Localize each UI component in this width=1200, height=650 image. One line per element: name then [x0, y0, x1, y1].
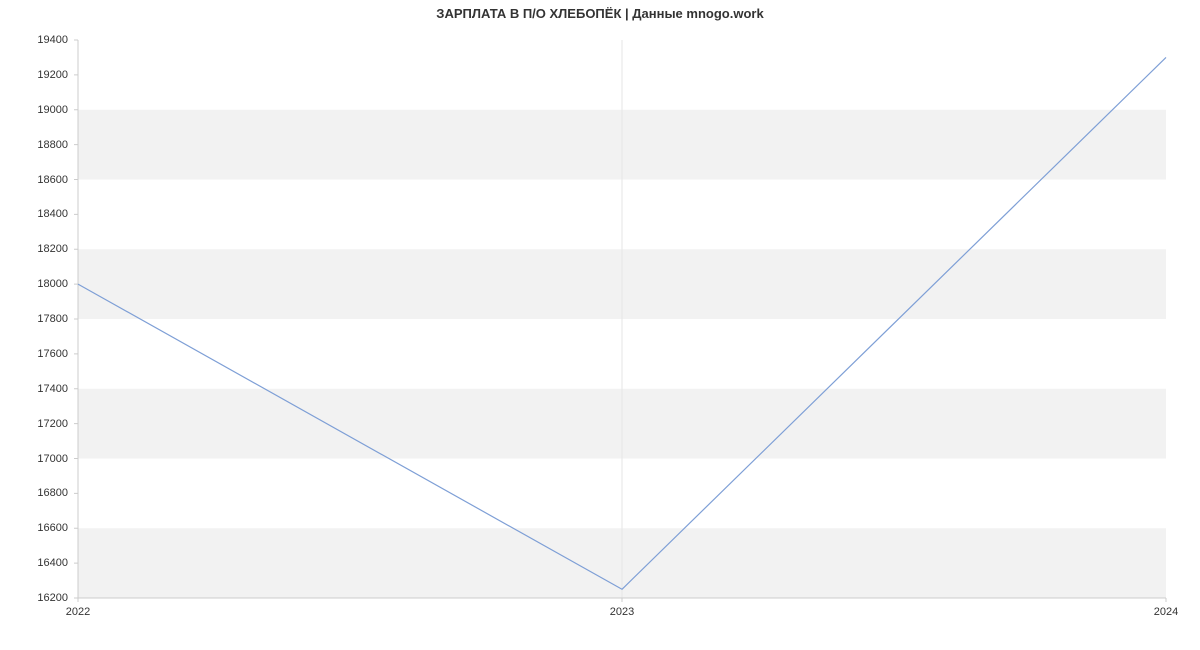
x-tick-label: 2024: [1154, 606, 1178, 618]
x-tick-label: 2023: [610, 606, 634, 618]
chart-title: ЗАРПЛАТА В П/О ХЛЕБОПЁК | Данные mnogo.w…: [0, 6, 1200, 21]
chart-svg: [78, 40, 1166, 598]
plot-area: [78, 40, 1166, 598]
x-tick-label: 2022: [66, 606, 90, 618]
chart-container: ЗАРПЛАТА В П/О ХЛЕБОПЁК | Данные mnogo.w…: [0, 0, 1200, 650]
